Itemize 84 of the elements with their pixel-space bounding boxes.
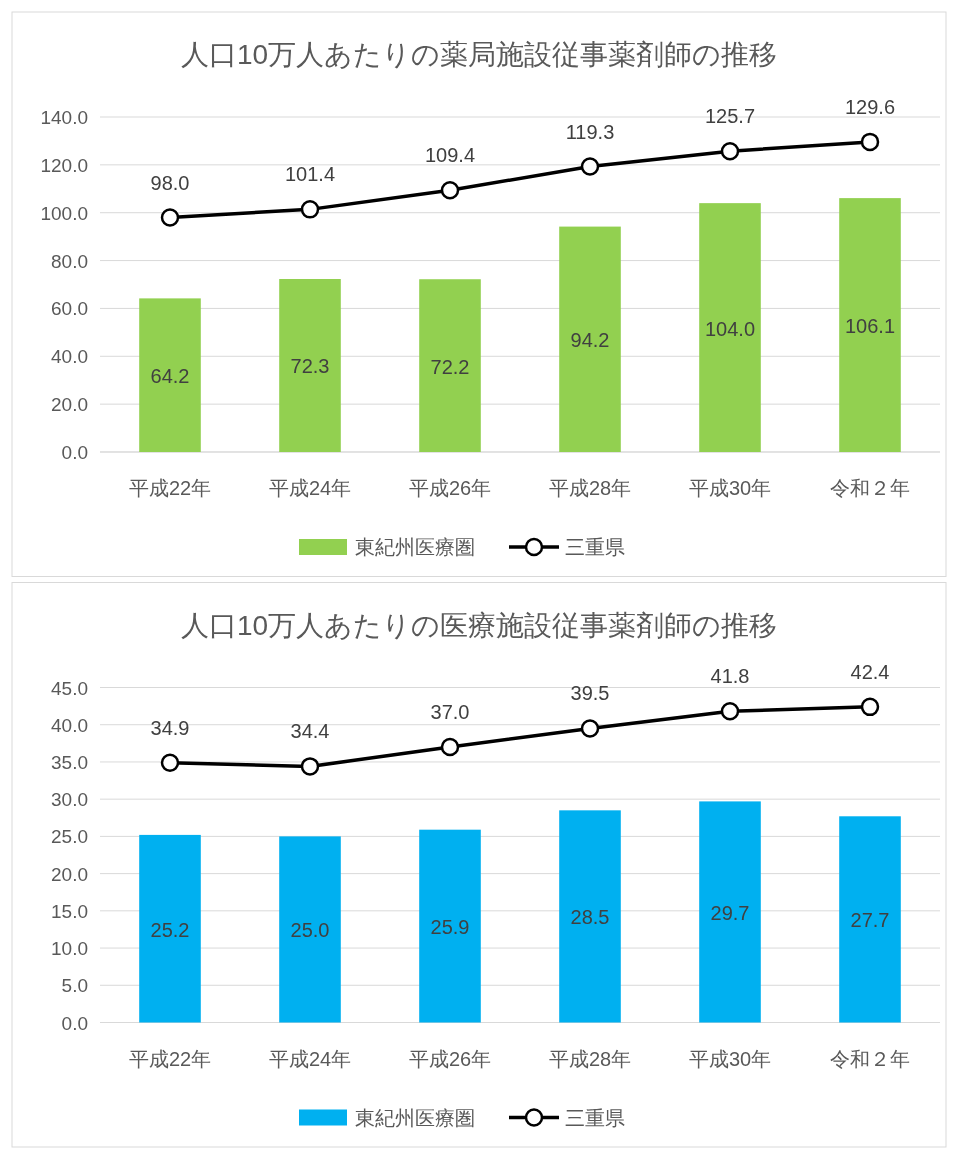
x-tick-label: 平成28年: [548, 477, 632, 499]
x-tick-label: 平成26年: [408, 1047, 492, 1070]
x-tick-label: 平成30年: [688, 477, 772, 499]
point: [160, 208, 180, 227]
y-tick-label: 30.0: [51, 789, 88, 811]
data-label: 25.9: [430, 916, 470, 939]
point: [580, 157, 600, 176]
data-label: 34.9: [150, 716, 190, 739]
data-label: 72.2: [430, 355, 470, 378]
y-tick-label: 20.0: [51, 394, 88, 416]
legend-label: 三重県: [565, 1106, 625, 1129]
x-tick-label: 平成24年: [268, 477, 352, 499]
y-tick-label: 80.0: [51, 250, 88, 272]
bar: [559, 810, 621, 1023]
data-label: 41.8: [710, 665, 750, 688]
data-label: 34.4: [290, 720, 330, 743]
data-label: 101.4: [284, 163, 336, 186]
y-tick-label: 5.0: [61, 975, 88, 997]
x-tick-label: 令和２年: [830, 477, 910, 499]
data-label: 37.0: [430, 701, 470, 724]
y-tick-label: 120.0: [40, 154, 88, 176]
data-label: 119.3: [565, 120, 615, 143]
y-tick-label: 0.0: [61, 442, 88, 463]
bar: [419, 829, 481, 1023]
x-tick-label: 令和２年: [830, 1047, 910, 1070]
data-label: 29.7: [710, 901, 750, 924]
point: [440, 180, 460, 200]
x-tick-label: 平成22年: [128, 477, 212, 499]
data-label: 42.4: [850, 660, 890, 683]
y-tick-label: 20.0: [51, 863, 88, 885]
y-tick-label: 0.0: [61, 1012, 88, 1034]
y-tick-label: 140.0: [40, 107, 88, 128]
data-label: 109.4: [424, 144, 476, 167]
bar: [139, 298, 201, 452]
y-tick-label: 45.0: [51, 677, 88, 699]
legend-label: 三重県: [565, 536, 625, 558]
y-tick-label: 15.0: [51, 900, 88, 922]
point: [160, 753, 180, 772]
bar: [419, 279, 481, 452]
bar: [839, 816, 901, 1023]
bar: [699, 801, 761, 1023]
bar: [839, 198, 901, 452]
data-label: 64.2: [150, 365, 190, 388]
bar: [139, 834, 201, 1023]
point: [720, 141, 740, 161]
point: [440, 737, 460, 757]
chart-title: 人口10万人あたりの医療施設従事薬剤師の推移: [180, 609, 778, 641]
y-tick-label: 35.0: [51, 751, 88, 773]
x-tick-label: 平成22年: [128, 1047, 212, 1070]
point: [580, 719, 600, 738]
data-label: 28.5: [570, 906, 610, 929]
bar: [699, 203, 761, 452]
data-label: 25.2: [150, 918, 190, 941]
bar: [279, 279, 341, 452]
point: [720, 702, 740, 721]
bar: [559, 226, 621, 452]
data-label: 98.0: [150, 171, 190, 194]
y-tick-label: 25.0: [51, 826, 88, 848]
y-tick-label: 10.0: [51, 938, 88, 960]
point: [860, 132, 880, 152]
point: [860, 697, 880, 717]
y-tick-label: 40.0: [51, 346, 88, 368]
bar: [279, 836, 341, 1023]
data-label: 94.2: [570, 329, 610, 352]
data-label: 125.7: [704, 105, 756, 128]
data-label: 104.0: [704, 317, 756, 340]
x-tick-label: 平成24年: [268, 1047, 352, 1070]
data-label: 27.7: [850, 909, 890, 932]
data-label: 106.1: [844, 315, 896, 338]
x-tick-label: 平成30年: [688, 1047, 772, 1070]
x-tick-label: 平成28年: [548, 1047, 632, 1070]
data-label: 25.0: [290, 919, 330, 942]
point: [300, 200, 320, 219]
data-label: 72.3: [290, 355, 330, 378]
data-label: 39.5: [570, 682, 610, 705]
legend-label: 東紀州医療圏: [355, 1106, 475, 1129]
y-tick-label: 100.0: [40, 202, 88, 224]
point: [300, 757, 320, 776]
y-tick-label: 40.0: [51, 714, 88, 736]
chart-title: 人口10万人あたりの薬局施設従事薬剤師の推移: [180, 39, 778, 70]
x-tick-label: 平成26年: [408, 477, 492, 499]
legend-label: 東紀州医療圏: [355, 536, 475, 558]
y-tick-label: 60.0: [51, 298, 88, 320]
data-label: 129.6: [844, 95, 896, 118]
